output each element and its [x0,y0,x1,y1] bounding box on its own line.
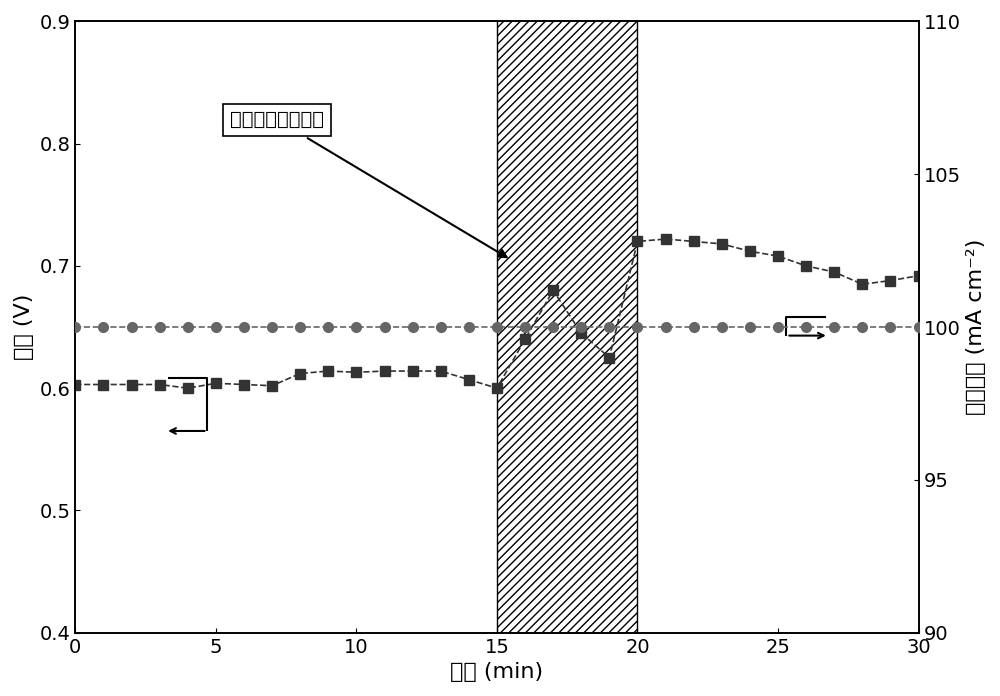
Y-axis label: 电压 (V): 电压 (V) [14,294,34,361]
X-axis label: 时间 (min): 时间 (min) [450,662,544,682]
Y-axis label: 电流密度 (mA cm⁻²): 电流密度 (mA cm⁻²) [966,239,986,416]
Bar [497,22,637,633]
Text: 降低进气腔室压力: 降低进气腔室压力 [230,110,507,258]
